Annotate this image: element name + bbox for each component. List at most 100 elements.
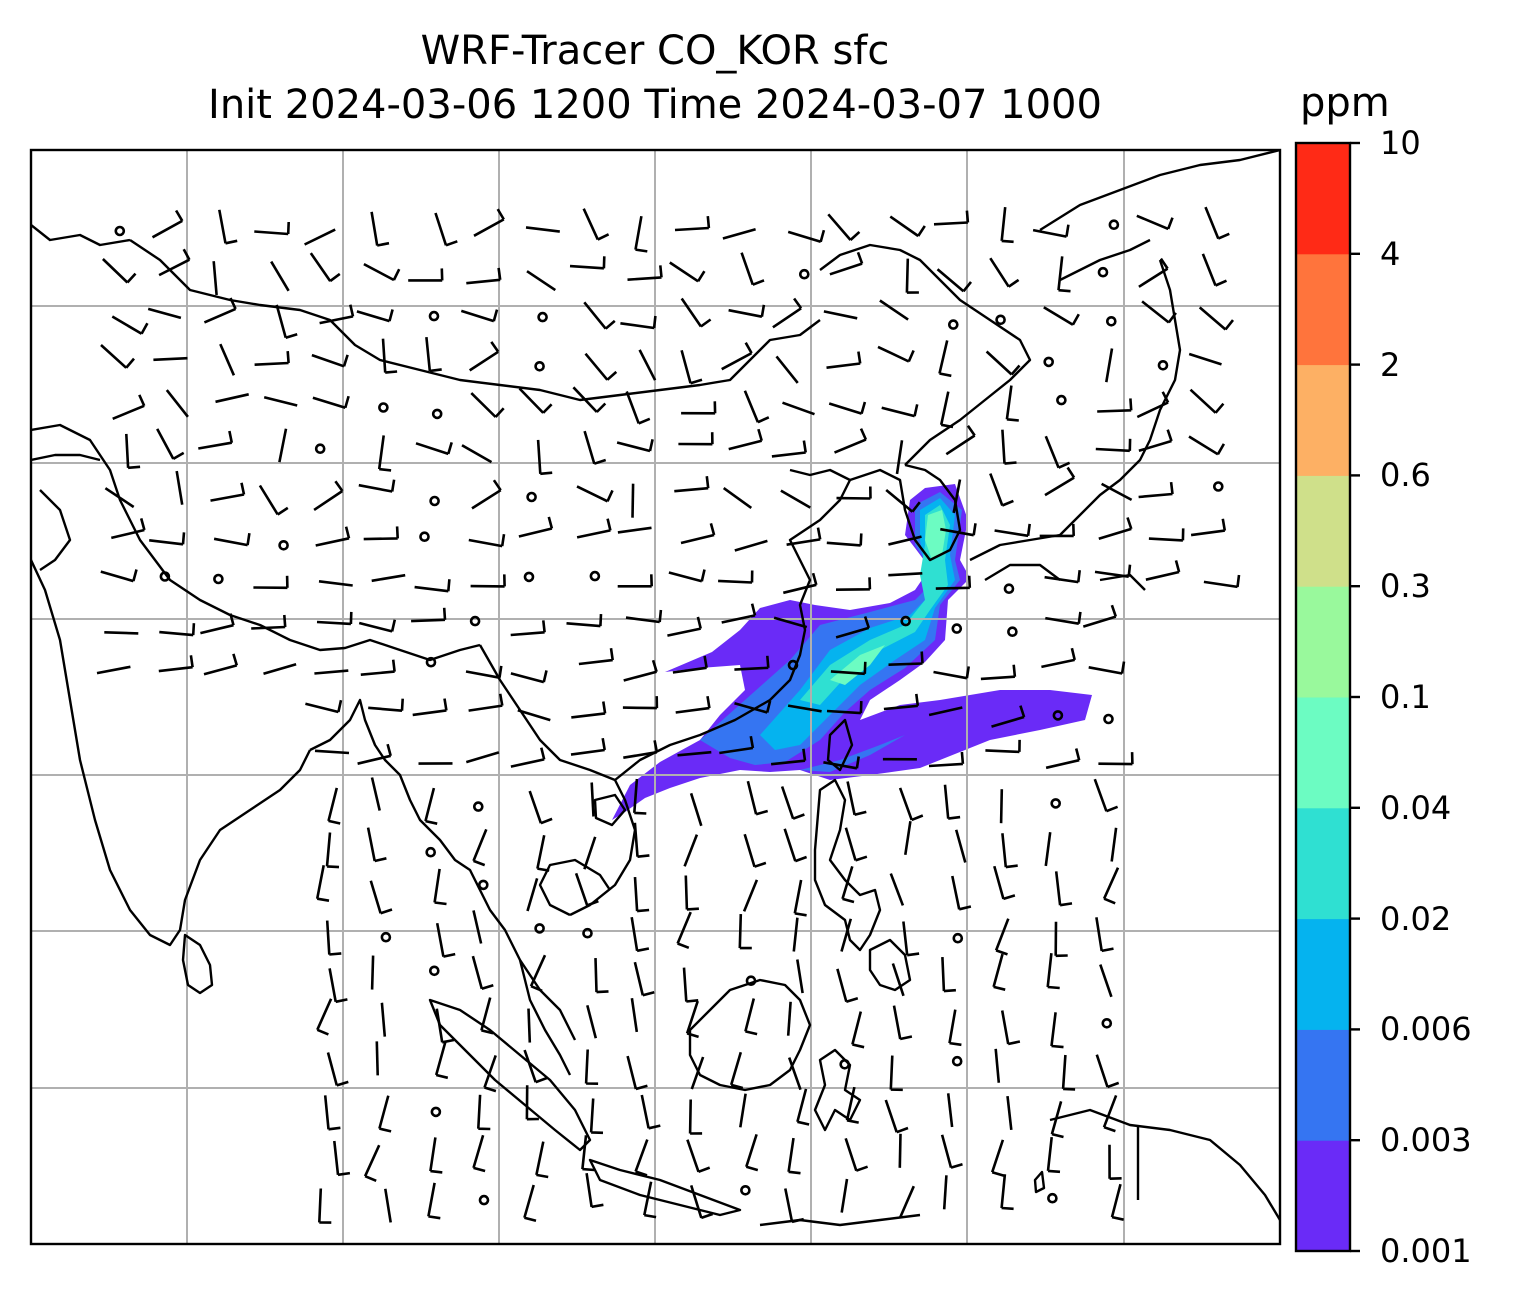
wind-barb xyxy=(786,527,822,546)
wind-barb xyxy=(782,572,818,595)
wind-barb xyxy=(993,865,1016,901)
wind-barb xyxy=(315,865,330,902)
wind-barb xyxy=(1046,1136,1061,1174)
wind-barb xyxy=(523,1184,537,1222)
wind-barb xyxy=(888,535,922,546)
calm-wind-marker xyxy=(1056,394,1067,406)
wind-barb xyxy=(278,428,288,463)
wind-barb xyxy=(634,215,648,253)
wind-barb xyxy=(617,574,653,588)
wind-barb xyxy=(318,580,353,587)
colorbar-tick-label: 0.006 xyxy=(1380,1010,1472,1049)
wind-barb xyxy=(366,827,387,863)
wind-barb xyxy=(1041,647,1076,669)
colorbar-tick-label: 0.001 xyxy=(1380,1232,1472,1270)
wind-barb xyxy=(640,1094,661,1130)
wind-barb xyxy=(528,790,553,825)
wind-barb xyxy=(470,574,506,588)
wind-barb xyxy=(468,534,506,548)
wind-barb xyxy=(840,918,853,952)
wind-barb xyxy=(689,792,703,827)
wind-barb xyxy=(313,480,344,511)
wind-barb xyxy=(477,1094,491,1131)
wind-barb xyxy=(1188,352,1222,366)
wind-barb xyxy=(828,401,867,415)
calm-wind-marker xyxy=(1108,219,1120,230)
wind-barb xyxy=(835,616,871,639)
wind-barb xyxy=(617,526,652,534)
wind-barb xyxy=(942,1175,948,1210)
wind-barb xyxy=(472,828,488,867)
wind-barb xyxy=(674,476,710,493)
wind-barb xyxy=(786,1001,792,1036)
wind-barb xyxy=(888,572,923,577)
wind-barb xyxy=(473,208,505,237)
calm-wind-marker xyxy=(787,659,799,671)
wind-barb xyxy=(314,669,349,675)
wind-barb xyxy=(999,789,1004,824)
wind-barb xyxy=(589,1098,604,1135)
wind-barb xyxy=(523,1049,548,1084)
wind-barb xyxy=(275,304,298,339)
wind-barbs xyxy=(96,206,1241,1224)
wind-barb xyxy=(1138,257,1169,288)
wind-barb xyxy=(460,309,499,323)
wind-barb xyxy=(480,997,494,1035)
calm-wind-marker xyxy=(478,1194,490,1206)
wind-barb xyxy=(940,1134,963,1169)
wind-barb xyxy=(251,614,287,630)
wind-barb xyxy=(434,212,458,247)
wind-barb xyxy=(633,778,647,815)
wind-barb xyxy=(1203,574,1241,589)
colorbar-segment xyxy=(1296,364,1350,476)
wind-barb xyxy=(327,787,341,825)
wind-barb xyxy=(840,1178,849,1213)
wind-barb xyxy=(841,866,855,904)
wind-barb xyxy=(472,910,483,944)
wind-barb xyxy=(1043,306,1080,326)
wind-barb xyxy=(740,252,765,286)
calm-wind-marker xyxy=(589,570,601,582)
wind-barb xyxy=(434,1041,449,1080)
wind-barb xyxy=(356,309,394,323)
wind-barb xyxy=(885,488,921,513)
wind-barb xyxy=(1098,752,1134,766)
wind-barb xyxy=(883,693,920,711)
wind-barb xyxy=(683,834,699,867)
wind-barb xyxy=(782,401,815,416)
wind-barb xyxy=(333,1140,351,1177)
wind-barb xyxy=(424,787,438,825)
wind-barb xyxy=(429,1137,443,1174)
wind-barb xyxy=(412,698,448,717)
wind-barb xyxy=(578,648,614,666)
wind-barb xyxy=(936,268,973,293)
wind-barb xyxy=(1061,1054,1076,1091)
calm-wind-marker xyxy=(1157,359,1169,371)
wind-barb xyxy=(358,479,396,493)
colorbar-segment xyxy=(1296,807,1350,920)
wind-barb xyxy=(384,1188,392,1223)
calm-wind-marker xyxy=(900,615,912,627)
wind-barb xyxy=(414,579,451,593)
calm-wind-marker xyxy=(952,932,964,944)
wind-barb xyxy=(989,257,1020,288)
wind-barb xyxy=(526,878,539,912)
wind-barb xyxy=(305,699,343,714)
wind-barb xyxy=(360,659,396,676)
wind-barb xyxy=(990,1139,1005,1177)
wind-barb xyxy=(991,705,1026,728)
wind-barb xyxy=(1095,438,1132,453)
wind-barb xyxy=(675,695,711,714)
calm-wind-marker xyxy=(425,656,437,668)
colorbar-tick-label: 4 xyxy=(1380,234,1401,273)
wind-barb xyxy=(311,353,349,368)
wind-barb xyxy=(153,356,188,362)
wind-barb xyxy=(316,611,353,626)
wind-barb xyxy=(104,631,139,635)
wind-barb xyxy=(566,614,603,628)
calm-wind-marker xyxy=(213,573,224,585)
wind-barb xyxy=(569,256,606,270)
wind-barb xyxy=(1001,429,1017,465)
wind-barb xyxy=(1046,953,1060,990)
wind-barb xyxy=(433,868,447,906)
